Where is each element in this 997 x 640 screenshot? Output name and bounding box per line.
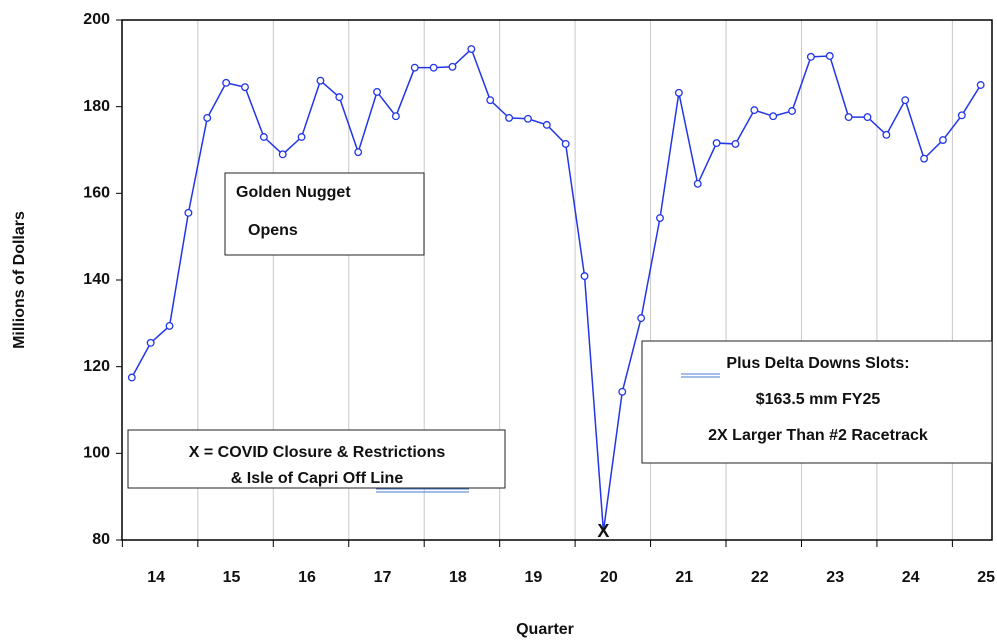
x-tick-label: 24 <box>902 569 920 586</box>
point <box>693 179 702 188</box>
point <box>354 148 363 157</box>
point <box>863 113 872 122</box>
annotation-text: 2X Larger Than #2 Racetrack <box>708 427 928 444</box>
y-tick-label: 120 <box>83 358 110 375</box>
annotation-text: & Isle of Capri Off Line <box>231 470 404 487</box>
x-tick-label: 17 <box>374 569 392 586</box>
x-tick-label: 16 <box>298 569 316 586</box>
y-tick-label: 200 <box>83 11 110 28</box>
point <box>674 88 683 97</box>
point <box>637 314 646 323</box>
line <box>131 47 982 532</box>
point <box>335 93 344 102</box>
annotation-box <box>127 429 506 489</box>
annotation-box <box>641 340 993 464</box>
x-tick-label: 18 <box>449 569 467 586</box>
point <box>316 76 325 85</box>
annotation-box <box>224 172 425 256</box>
point <box>712 139 721 148</box>
x-tick-label: 15 <box>223 569 241 586</box>
x-tick-label: 22 <box>751 569 769 586</box>
point <box>901 96 910 105</box>
y-tick-label: 140 <box>83 271 110 288</box>
point <box>750 106 759 115</box>
y-axis-title: Millions of Dollars <box>11 211 28 349</box>
x-tick-label: 14 <box>147 569 165 586</box>
annotation-text: Golden Nugget <box>236 184 351 201</box>
point <box>523 114 532 123</box>
point <box>976 81 985 89</box>
annotation-text: Plus Delta Downs Slots: <box>726 355 909 372</box>
highlight-marker: X <box>597 521 609 541</box>
point <box>656 214 664 222</box>
annotation-text: Opens <box>248 222 298 239</box>
x-tick-label: 25 <box>977 569 995 586</box>
point <box>391 112 400 121</box>
point <box>278 150 287 159</box>
point <box>882 130 891 139</box>
point <box>373 87 381 96</box>
point <box>146 338 155 347</box>
point <box>561 139 570 148</box>
point <box>429 63 438 72</box>
point <box>957 111 966 120</box>
point <box>448 62 457 71</box>
point <box>731 139 740 148</box>
point <box>542 120 551 129</box>
x-axis-title: Quarter <box>516 621 574 638</box>
y-tick-label: 100 <box>83 445 110 462</box>
y-tick-label: 160 <box>83 185 110 202</box>
x-tick-label: 20 <box>600 569 618 586</box>
point <box>127 373 136 382</box>
point <box>486 96 495 105</box>
point <box>618 387 627 396</box>
annotation-text: X = COVID Closure & Restrictions <box>189 444 446 461</box>
point <box>580 272 589 281</box>
annotation-text: $163.5 mm FY25 <box>756 391 881 408</box>
x-tick-label: 21 <box>675 569 693 586</box>
point <box>222 78 231 87</box>
x-tick-label: 19 <box>524 569 542 586</box>
plot-frame <box>121 19 993 541</box>
point <box>939 136 947 144</box>
y-tick-label: 180 <box>83 98 110 115</box>
point <box>241 83 249 92</box>
point <box>467 45 476 53</box>
point <box>844 113 853 122</box>
point <box>184 208 193 217</box>
point <box>259 133 268 141</box>
point <box>769 112 778 121</box>
point <box>410 63 419 72</box>
point <box>505 113 514 122</box>
point <box>297 133 306 141</box>
point <box>788 107 796 115</box>
y-tick-label: 80 <box>92 531 110 548</box>
point <box>203 113 212 122</box>
point <box>825 52 834 60</box>
point <box>920 154 929 163</box>
point <box>165 321 174 330</box>
point <box>806 52 815 61</box>
x-tick-label: 23 <box>826 569 844 586</box>
